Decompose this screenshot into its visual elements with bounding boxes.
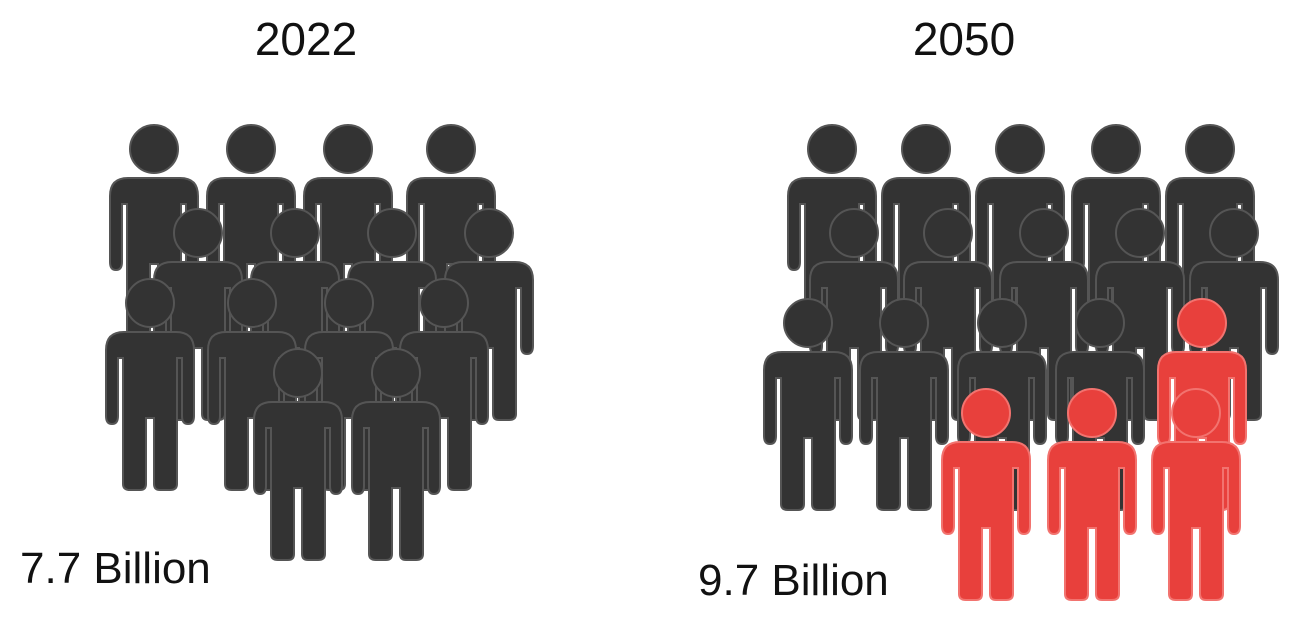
person-head [923,208,973,258]
person-head [961,388,1011,438]
person-head [173,208,223,258]
person-icon-2022-13 [253,348,343,561]
person-head [323,124,373,174]
person-head [324,278,374,328]
year-title-2050: 2050 [912,13,1016,65]
person-body [1047,441,1137,601]
person-head [1075,298,1125,348]
person-head [371,348,421,398]
person-head [1185,124,1235,174]
person-head [977,298,1027,348]
person-icon-2022-14 [351,348,441,561]
person-body [351,401,441,561]
population-label-2050: 9.7 Billion [698,556,889,605]
person-head [1115,208,1165,258]
person-head [901,124,951,174]
person-head [464,208,514,258]
person-icon-2022-9 [105,278,195,491]
person-head [807,124,857,174]
person-body [253,401,343,561]
person-body [105,331,195,491]
person-head [367,208,417,258]
person-icon-2050-added-3 [1047,388,1137,601]
person-head [879,298,929,348]
person-head [995,124,1045,174]
person-head [270,208,320,258]
person-head [1091,124,1141,174]
person-body [941,441,1031,601]
person-head [1067,388,1117,438]
person-head [226,124,276,174]
person-icon-2050-added-2 [941,388,1031,601]
person-body [1151,441,1241,601]
person-head [1209,208,1259,258]
person-icon-2050-11 [763,298,853,511]
person-head [829,208,879,258]
person-head [426,124,476,174]
person-head [1177,298,1227,348]
person-head [1019,208,1069,258]
person-head [227,278,277,328]
population-label-2022: 7.7 Billion [20,544,211,593]
year-title-2022: 2022 [254,13,358,65]
person-body [859,351,949,511]
person-head [273,348,323,398]
person-head [125,278,175,328]
person-icon-2050-12 [859,298,949,511]
person-head [129,124,179,174]
person-head [419,278,469,328]
person-head [1171,388,1221,438]
person-icon-2050-added-4 [1151,388,1241,601]
person-head [783,298,833,348]
person-body [763,351,853,511]
